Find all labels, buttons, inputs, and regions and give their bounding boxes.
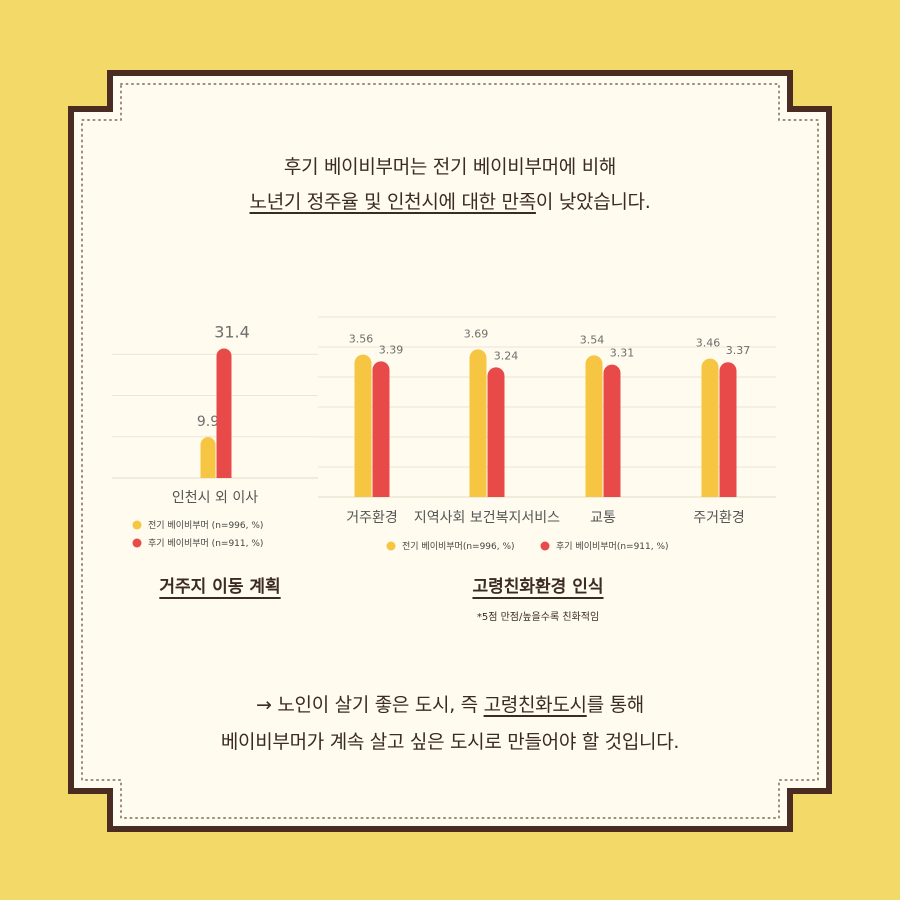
- headline-line1: 후기 베이비부머는 전기 베이비부머에 비해: [283, 156, 617, 178]
- headline-rest: 이 낮았습니다.: [535, 191, 651, 213]
- chart2-note: *5점 만점/높을수록 친화적임: [476, 612, 600, 623]
- headline-underlined: 노년기 정주율 및 인천시에 대한 만족: [249, 191, 537, 213]
- conclusion-line1: → 노인이 살기 좋은 도시, 즉 고령친화도시를 통해: [0, 690, 900, 717]
- frame-paper: [74, 76, 826, 826]
- conclusion-prefix: → 노인이 살기 좋은 도시, 즉: [256, 694, 484, 716]
- conclusion-underlined: 고령친화도시: [483, 694, 587, 716]
- conclusion-line2: 베이비부머가 계속 살고 싶은 도시로 만들어야 할 것입니다.: [220, 731, 680, 753]
- chart1-subtitle: 거주지 이동 계획: [159, 577, 281, 597]
- conclusion-suffix: 를 통해: [586, 694, 645, 716]
- frame-dotted-border: [81, 83, 819, 819]
- chart2-subtitle: 고령친화환경 인식: [472, 577, 604, 597]
- headline-line2: 노년기 정주율 및 인천시에 대한 만족이 낮았습니다.: [0, 187, 900, 214]
